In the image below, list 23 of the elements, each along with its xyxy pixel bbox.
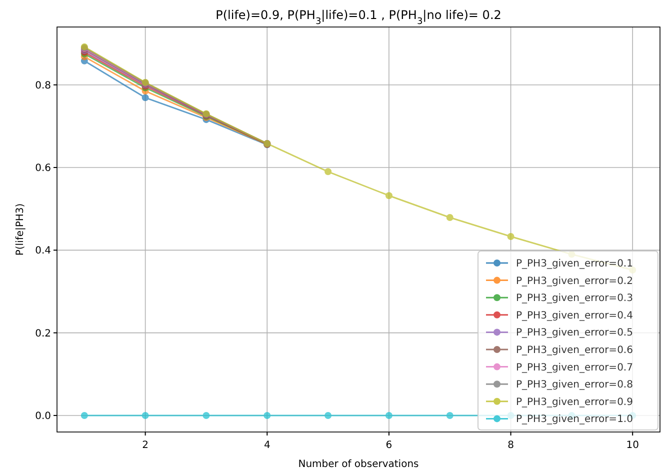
legend-label: P_PH3_given_error=0.7 (516, 362, 633, 374)
y-tick-label: 0.4 (35, 246, 51, 257)
x-axis-title: Number of observations (298, 459, 419, 470)
x-tick-label: 10 (626, 440, 639, 451)
legend-label: P_PH3_given_error=0.3 (516, 293, 633, 304)
x-tick-label: 4 (264, 440, 270, 451)
legend-label: P_PH3_given_error=0.1 (516, 258, 633, 270)
x-tick-label: 6 (386, 440, 392, 451)
legend-label: P_PH3_given_error=0.8 (516, 380, 633, 391)
legend-label: P_PH3_given_error=0.5 (516, 328, 633, 339)
legend-label: P_PH3_given_error=0.2 (516, 276, 633, 287)
x-tick-label: 2 (142, 440, 149, 451)
x-tick-label: 8 (508, 440, 514, 451)
y-tick-label: 0.6 (35, 163, 51, 174)
y-tick-label: 0.8 (35, 80, 51, 92)
y-axis-title: P(life|PH3) (15, 203, 26, 256)
legend-label: P_PH3_given_error=1.0 (516, 414, 633, 426)
legend-label: P_PH3_given_error=0.6 (516, 345, 633, 356)
legend-label: P_PH3_given_error=0.4 (516, 310, 633, 322)
legend-label: P_PH3_given_error=0.9 (516, 396, 633, 408)
y-tick-label: 0.2 (35, 328, 51, 340)
y-tick-label: 0.0 (35, 410, 51, 422)
chart-title: P(life)=0.9, P(PH$_{3}$|life)=0.1 , P(PH$_{3}$|no life)= 0.2 (216, 8, 502, 27)
